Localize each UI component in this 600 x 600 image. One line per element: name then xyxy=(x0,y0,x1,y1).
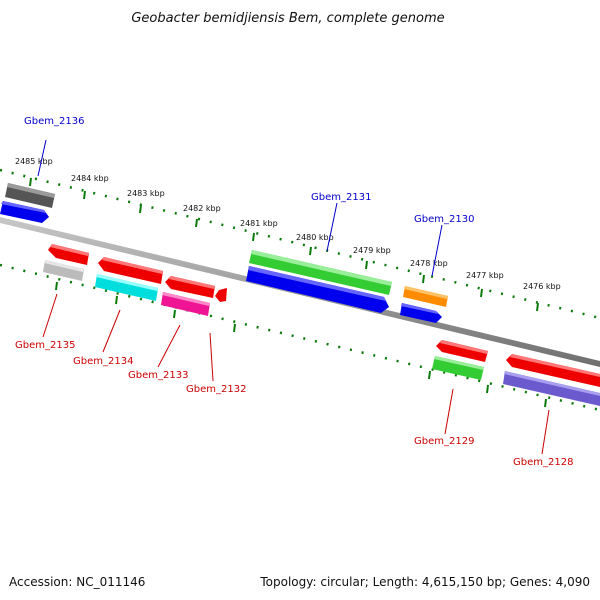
gene-label-gbem-2134[interactable]: Gbem_2134 xyxy=(73,356,133,367)
gene-gbem-2136[interactable] xyxy=(0,183,55,223)
gene-label-gbem-2133[interactable]: Gbem_2133 xyxy=(128,370,188,381)
tick-label-2481: 2481 kbp xyxy=(240,219,278,228)
gene-gbem-2134[interactable] xyxy=(95,257,163,301)
gene-label-gbem-2135[interactable]: Gbem_2135 xyxy=(15,340,75,351)
gene-label-gbem-2129[interactable]: Gbem_2129 xyxy=(414,436,474,447)
tick-label-2482: 2482 kbp xyxy=(183,204,221,213)
leader-line-gbem-2131 xyxy=(326,202,338,252)
leader-line-gbem-2130 xyxy=(431,224,443,277)
major-ticks xyxy=(29,177,547,408)
map-title: Geobacter bemidjiensis Bem, complete gen… xyxy=(131,11,444,26)
tick-label-2478: 2478 kbp xyxy=(410,259,448,268)
tick-label-2476: 2476 kbp xyxy=(523,282,561,291)
genome-summary-text: Topology: circular; Length: 4,615,150 bp… xyxy=(259,575,590,589)
gene-gbem-2132[interactable] xyxy=(215,288,227,302)
gene-label-gbem-2130[interactable]: Gbem_2130 xyxy=(414,214,474,225)
leader-line-gbem-2129 xyxy=(444,388,454,435)
gene-label-gbem-2128[interactable]: Gbem_2128 xyxy=(513,457,573,468)
gene-label-gbem-2131[interactable]: Gbem_2131 xyxy=(311,192,371,203)
tick-label-2485: 2485 kbp xyxy=(15,157,53,166)
gene-gbem-2131[interactable] xyxy=(246,250,392,313)
gene-label-gbem-2132[interactable]: Gbem_2132 xyxy=(186,384,246,395)
tick-label-2477: 2477 kbp xyxy=(466,271,504,280)
leader-line-gbem-2132 xyxy=(209,332,214,382)
leader-line-gbem-2136 xyxy=(37,139,47,177)
tick-label-2480: 2480 kbp xyxy=(296,233,334,242)
gene-gbem-2133[interactable] xyxy=(161,276,215,316)
leader-line-gbem-2134 xyxy=(102,309,121,353)
gene-label-gbem-2136[interactable]: Gbem_2136 xyxy=(24,116,84,127)
leader-line-gbem-2128 xyxy=(541,409,550,455)
leader-line-gbem-2135 xyxy=(42,293,58,338)
gene-gbem-2128[interactable] xyxy=(503,354,600,406)
accession-text: Accession: NC_011146 xyxy=(9,575,145,589)
gene-gbem-2135[interactable] xyxy=(43,244,89,281)
gene-gbem-2130[interactable] xyxy=(400,286,448,323)
tick-label-2483: 2483 kbp xyxy=(127,189,165,198)
tick-label-2484: 2484 kbp xyxy=(71,174,109,183)
leader-line-gbem-2133 xyxy=(157,324,181,368)
gene-gbem-2129[interactable] xyxy=(432,340,488,380)
tick-label-2479: 2479 kbp xyxy=(353,246,391,255)
